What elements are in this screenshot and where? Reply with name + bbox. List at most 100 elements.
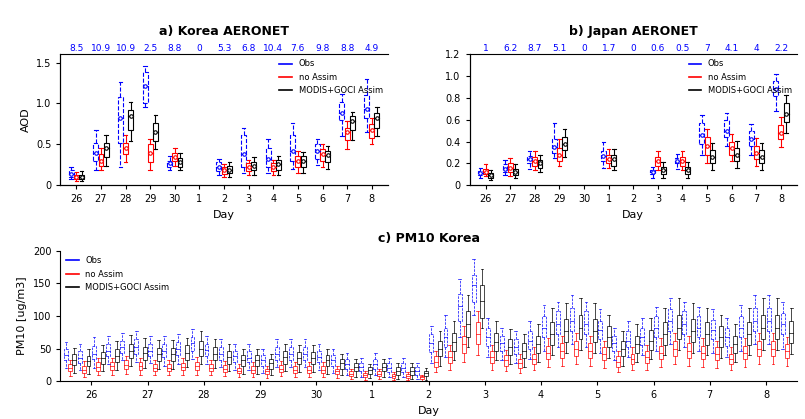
Bar	[336, 369, 339, 374]
Bar	[120, 341, 124, 353]
Bar	[419, 376, 423, 379]
Bar	[778, 125, 783, 140]
Bar	[649, 330, 653, 350]
Bar	[134, 339, 138, 354]
Bar	[673, 341, 677, 357]
Bar	[485, 328, 489, 346]
Bar	[762, 315, 766, 339]
Bar	[729, 354, 733, 364]
Bar	[148, 344, 152, 356]
Bar	[790, 321, 794, 344]
Bar	[504, 355, 508, 366]
Bar	[87, 356, 90, 366]
Bar	[359, 363, 363, 371]
Bar	[237, 367, 241, 373]
Bar	[611, 155, 617, 166]
Bar	[771, 341, 775, 357]
Bar	[176, 342, 180, 355]
Bar	[317, 351, 321, 362]
Bar	[508, 339, 512, 355]
Bar	[410, 367, 414, 375]
Bar	[542, 316, 546, 337]
Bar	[303, 347, 307, 360]
Bar	[480, 285, 484, 318]
Bar	[223, 365, 227, 372]
Bar	[402, 363, 405, 372]
Bar	[345, 128, 349, 140]
Bar	[110, 362, 114, 370]
Bar	[613, 336, 616, 351]
Bar	[227, 166, 232, 173]
Bar	[680, 157, 685, 166]
Bar	[172, 153, 177, 160]
Bar	[715, 347, 719, 360]
Bar	[574, 341, 578, 357]
Bar	[500, 336, 504, 351]
Legend: Obs, no Assim, MODIS+GOCI Assim: Obs, no Assim, MODIS+GOCI Assim	[276, 56, 386, 98]
Bar	[320, 149, 325, 160]
Bar	[167, 364, 171, 371]
Bar	[265, 369, 269, 374]
Bar	[312, 352, 316, 364]
Bar	[753, 146, 759, 159]
Bar	[472, 275, 476, 302]
Bar	[123, 143, 128, 154]
Bar	[279, 365, 283, 372]
Bar	[444, 328, 448, 347]
Bar	[719, 326, 723, 347]
Bar	[546, 346, 550, 359]
Bar	[251, 161, 256, 171]
Bar	[340, 359, 344, 369]
Bar	[635, 336, 638, 352]
Bar	[522, 344, 526, 358]
Bar	[654, 316, 658, 337]
Bar	[562, 137, 567, 150]
Bar	[457, 295, 461, 321]
Title: c) PM10 Korea: c) PM10 Korea	[378, 232, 480, 245]
Bar	[227, 351, 231, 364]
Bar	[153, 123, 158, 141]
Bar	[668, 309, 672, 331]
Bar	[584, 311, 588, 334]
Bar	[325, 355, 329, 366]
Bar	[92, 346, 96, 359]
Bar	[434, 357, 438, 367]
Legend: Obs, no Assim, MODIS+GOCI Assim: Obs, no Assim, MODIS+GOCI Assim	[685, 56, 795, 98]
Bar	[489, 173, 493, 178]
Bar	[266, 147, 270, 167]
Title: a) Korea AERONET: a) Korea AERONET	[159, 25, 289, 38]
Bar	[513, 169, 518, 176]
Bar	[293, 366, 297, 373]
Bar	[129, 344, 133, 358]
Bar	[774, 80, 778, 96]
Bar	[106, 344, 110, 356]
Bar	[536, 336, 540, 352]
Bar	[466, 311, 470, 337]
Bar	[602, 347, 606, 360]
Bar	[592, 318, 597, 342]
Bar	[138, 362, 142, 370]
Bar	[710, 150, 715, 163]
Bar	[128, 110, 134, 129]
Bar	[82, 366, 86, 373]
Bar	[219, 347, 222, 360]
Bar	[275, 347, 279, 360]
Bar	[246, 163, 251, 171]
Bar	[551, 140, 557, 153]
Bar	[251, 366, 255, 373]
Bar	[687, 344, 691, 358]
Bar	[104, 143, 109, 157]
Bar	[217, 162, 221, 171]
Bar	[142, 72, 147, 103]
Bar	[655, 157, 660, 166]
Bar	[783, 103, 789, 122]
Bar	[621, 341, 625, 357]
Bar	[675, 158, 679, 163]
Bar	[261, 355, 265, 366]
Bar	[291, 134, 295, 160]
Bar	[270, 163, 276, 171]
Bar	[391, 374, 395, 378]
Bar	[283, 351, 287, 364]
Bar	[242, 355, 245, 366]
Bar	[153, 364, 156, 371]
